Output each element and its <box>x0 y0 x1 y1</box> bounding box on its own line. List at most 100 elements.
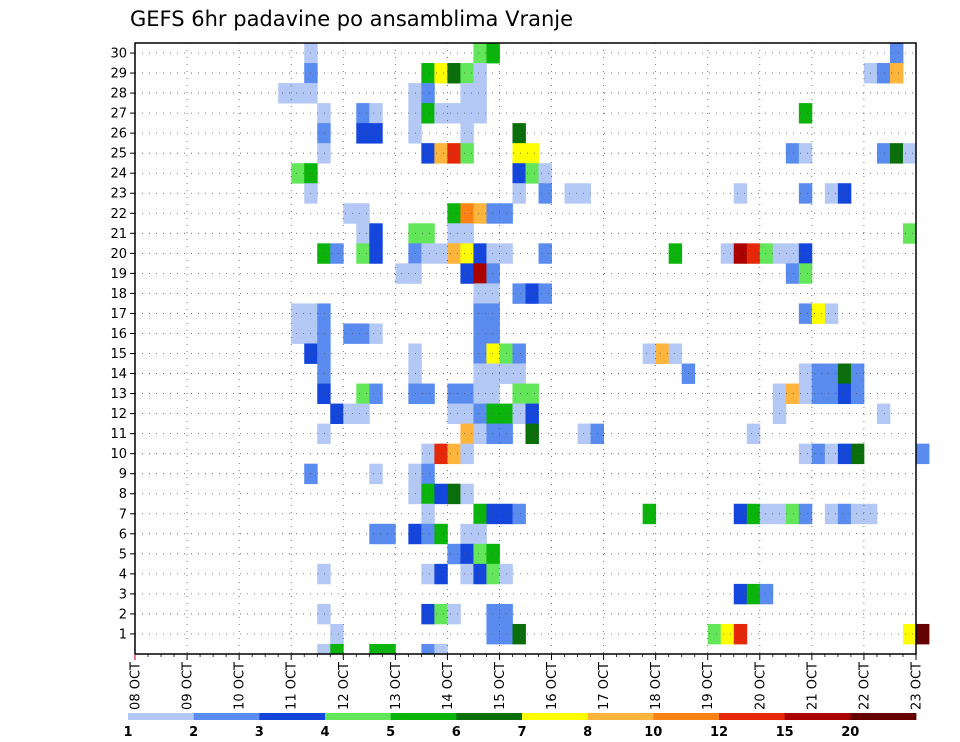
y-axis: 1234567891011121314151617181920212223242… <box>110 47 135 642</box>
heatmap-cell-m12-t17 <box>356 403 370 425</box>
heatmap-cell-m21-t18 <box>369 223 383 244</box>
heatmap-cell-m24-t12 <box>291 163 305 184</box>
heatmap-cell-m23-t34 <box>577 183 591 204</box>
colorbar-tick-label: 6 <box>452 725 461 740</box>
heatmap-cell-m10-t55 <box>850 443 865 465</box>
heatmap-cell-m7-t27 <box>486 503 500 525</box>
y-tick-label: 12 <box>110 407 127 422</box>
heatmap-cell-m27-t17 <box>356 103 370 124</box>
heatmap-cell-m2-t27 <box>486 603 500 625</box>
heatmap-cell-m10-t52 <box>811 443 826 465</box>
heatmap-cell-m27-t14 <box>317 103 331 124</box>
heatmap-cell-m16-t18 <box>369 323 383 344</box>
heatmap-cell-m26-t29 <box>512 123 526 144</box>
heatmap-cell-m8-t25 <box>460 483 474 505</box>
heatmap-cell-m29-t25 <box>460 63 474 84</box>
heatmap-cell-m7-t47 <box>746 503 761 525</box>
heatmap-cell-m2-t23 <box>434 603 448 625</box>
heatmap-cell-m12-t27 <box>486 403 500 425</box>
heatmap-cell-m19-t27 <box>486 263 500 284</box>
x-tick-label: 23 OCT <box>910 662 925 710</box>
heatmap-cell-m21-t22 <box>421 223 435 244</box>
heatmap-cell-m17-t12 <box>291 303 305 324</box>
y-tick-label: 3 <box>119 587 127 602</box>
heatmap-cell-m27-t22 <box>421 103 435 124</box>
heatmap-cell-m19-t25 <box>460 263 474 284</box>
heatmap-cell-m1-t60 <box>916 623 930 645</box>
colorbar-swatch <box>390 713 457 720</box>
x-tick-label: 09 OCT <box>181 662 196 710</box>
heatmap-cell-m2-t14 <box>317 603 331 625</box>
heatmap-cell-m24-t30 <box>525 163 539 184</box>
heatmap-cell-m20-t23 <box>434 243 448 264</box>
heatmap-cell-m16-t17 <box>356 323 370 344</box>
colorbar-swatch <box>325 713 392 720</box>
heatmap-cell-m29-t58 <box>889 63 904 84</box>
heatmap-cell-m13-t17 <box>356 383 370 404</box>
heatmap-cell-m27-t23 <box>434 103 448 124</box>
heatmap-cell-m25-t51 <box>798 143 813 164</box>
heatmap-cell-m12-t25 <box>460 403 474 425</box>
heatmap-cell-m18-t27 <box>486 283 500 304</box>
y-tick-label: 28 <box>110 87 127 102</box>
x-tick-label: 08 OCT <box>129 662 144 710</box>
y-tick-label: 19 <box>110 267 127 282</box>
heatmap-cell-m14-t29 <box>512 363 526 384</box>
heatmap-cell-m13-t30 <box>525 383 539 404</box>
colorbar-tick-label: 12 <box>710 725 728 740</box>
heatmap-cell-m10-t22 <box>421 443 435 465</box>
heatmap-cell-m20-t45 <box>720 243 735 264</box>
heatmap-cell-m27-t18 <box>369 103 383 124</box>
heatmap-cell-m28-t11 <box>278 83 292 104</box>
heatmap-cell-m23-t54 <box>837 183 852 204</box>
y-tick-label: 17 <box>110 307 127 322</box>
x-tick-label: 13 OCT <box>389 662 404 710</box>
heatmap-cell-m23-t51 <box>798 183 813 204</box>
heatmap-cell-m7-t48 <box>759 503 774 525</box>
y-tick-label: 11 <box>110 427 127 442</box>
heatmap-cell-m21-t25 <box>460 223 474 244</box>
heatmap-cell-m20-t50 <box>785 243 800 264</box>
heatmap-cell-m28-t25 <box>460 83 474 104</box>
heatmap-cell-m23-t29 <box>512 183 526 204</box>
heatmap-cell-m20-t17 <box>356 243 370 264</box>
colorbar-swatch <box>259 713 326 720</box>
heatmap-cell-m14-t52 <box>811 363 826 384</box>
heatmap-cell-m20-t18 <box>369 243 383 264</box>
heatmap-cell-m20-t14 <box>317 243 331 264</box>
heatmap-cell-m10-t23 <box>434 443 448 465</box>
heatmap-cell-m1-t59 <box>902 623 917 645</box>
colorbar-tick-label: 1 <box>123 725 132 740</box>
y-tick-label: 14 <box>110 367 127 382</box>
heatmap-cell-m19-t26 <box>473 263 487 284</box>
heatmap-cell-m13-t14 <box>317 383 331 404</box>
heatmap-cell-m17-t51 <box>798 303 813 324</box>
heatmap-cell-m7-t29 <box>512 503 526 525</box>
heatmap-cell-m7-t39 <box>642 503 657 525</box>
colorbar-tick-label: 10 <box>644 725 662 740</box>
x-tick-label: 15 OCT <box>493 662 508 710</box>
heatmap-cell-m24-t29 <box>512 163 526 184</box>
colorbar-swatch <box>653 713 720 720</box>
heatmap-cell-m0-t23 <box>434 643 448 655</box>
y-tick-label: 16 <box>110 327 127 342</box>
x-tick-label: 12 OCT <box>337 662 352 710</box>
heatmap-cell-m25-t58 <box>889 143 904 164</box>
heatmap-cell-m25-t59 <box>902 143 917 164</box>
heatmap-cell-m30-t58 <box>889 43 904 64</box>
heatmap-cell-m18-t31 <box>538 283 552 304</box>
heatmap-cell-m12-t57 <box>876 403 891 425</box>
heatmap-cell-m20-t22 <box>421 243 435 264</box>
heatmap-cell-m22-t24 <box>447 203 461 224</box>
y-tick-label: 27 <box>110 107 127 122</box>
colorbar-swatch <box>587 713 654 720</box>
colorbar-tick-label: 5 <box>386 725 395 740</box>
x-tick-label: 20 OCT <box>753 662 768 710</box>
heatmap-cell-m22-t25 <box>460 203 474 224</box>
heatmap-cell-m18-t29 <box>512 283 526 304</box>
heatmap-cell-m25-t30 <box>525 143 539 164</box>
x-tick-label: 11 OCT <box>285 662 300 710</box>
y-tick-label: 20 <box>110 247 127 262</box>
colorbar-swatch <box>522 713 589 720</box>
heatmap-cell-m12-t30 <box>525 403 539 425</box>
